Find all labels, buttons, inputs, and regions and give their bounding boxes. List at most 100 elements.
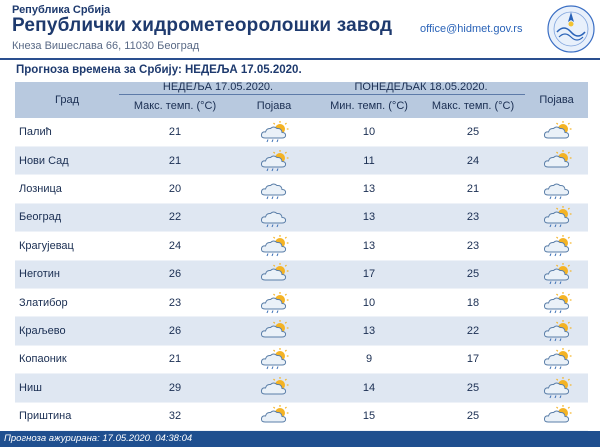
sun-cloud-rain-icon [543, 348, 572, 370]
forecast-caption: Прогноза времена за Србију: НЕДЕЉА 17.05… [16, 64, 302, 76]
day2-max-cell: 24 [421, 146, 526, 176]
day1-max-cell: 32 [119, 402, 231, 432]
day1-max-cell: 24 [119, 231, 231, 261]
day1-max-cell: 23 [119, 288, 231, 318]
page-header: Република Србија Републички хидрометеоро… [0, 0, 600, 58]
table-row: Лозница 20 13 21 [15, 174, 589, 204]
sun-cloud-rain-icon [543, 376, 572, 399]
day2-min-cell: 13 [317, 316, 422, 346]
sun-cloud-icon [260, 376, 289, 395]
email-link[interactable]: office@hidmet.gov.rs [420, 23, 523, 35]
sun-cloud-rain-icon [543, 206, 572, 228]
day2-min-cell: 17 [317, 260, 422, 289]
city-cell: Ниш [15, 373, 119, 403]
day2-max-cell: 25 [421, 402, 526, 432]
table-row: Краљево 26 13 22 [15, 316, 589, 346]
day1-phenomenon-cell [231, 402, 318, 432]
day1-phenomenon-cell [231, 174, 318, 204]
sun-cloud-rain-icon [543, 320, 572, 342]
day2-max-cell: 23 [421, 231, 526, 261]
city-cell: Краљево [15, 316, 119, 346]
table-row: Нови Сад 21 11 24 [15, 146, 589, 176]
day1-phenomenon-cell [231, 118, 318, 147]
sun-cloud-rain-icon [260, 120, 289, 143]
day2-phenomenon-cell [525, 373, 589, 403]
day2-phenomenon-cell [525, 345, 589, 375]
city-cell: Београд [15, 203, 119, 233]
day2-max-cell: 17 [421, 345, 526, 375]
city-cell: Нови Сад [15, 146, 119, 176]
day2-phenomenon-cell [525, 231, 589, 261]
table-row: Београд 22 13 23 [15, 203, 589, 233]
day1-max-cell: 21 [119, 345, 231, 375]
day2-max-cell: 23 [421, 203, 526, 233]
day2-max-cell: 18 [421, 288, 526, 318]
col-header-min-2: Мин. темп. (°C) [317, 94, 422, 118]
sun-cloud-rain-icon [543, 263, 572, 285]
day1-phenomenon-cell [231, 373, 318, 403]
day2-phenomenon-cell [525, 260, 589, 289]
day2-max-cell: 25 [421, 118, 526, 147]
sun-cloud-rain-icon [260, 149, 289, 171]
sun-cloud-icon [543, 149, 572, 168]
table-row: Палић 21 10 25 [15, 118, 589, 147]
col-header-max-1: Макс. темп. (°C) [119, 94, 231, 118]
sun-cloud-icon [543, 405, 572, 423]
day2-min-cell: 13 [317, 203, 422, 233]
sun-cloud-rain-icon [260, 234, 289, 257]
day2-min-cell: 15 [317, 402, 422, 432]
day1-phenomenon-cell [231, 288, 318, 318]
day2-max-cell: 25 [421, 260, 526, 289]
table-row: Копаоник 21 9 17 [15, 345, 589, 375]
day2-min-cell: 13 [317, 174, 422, 204]
day2-phenomenon-cell [525, 174, 589, 204]
footer-bar: Прогноза ажурирана: 17.05.2020. 04:38:04 [0, 431, 600, 447]
day2-max-cell: 21 [421, 174, 526, 204]
table-row: Ниш 29 14 25 [15, 373, 589, 403]
col-header-phenomenon-2: Појава [525, 82, 589, 118]
day1-phenomenon-cell [231, 316, 318, 346]
city-cell: Копаоник [15, 345, 119, 375]
updated-timestamp: Прогноза ажурирана: 17.05.2020. 04:38:04 [4, 433, 193, 444]
city-cell: Неготин [15, 260, 119, 289]
day1-phenomenon-cell [231, 231, 318, 261]
day2-max-cell: 25 [421, 373, 526, 403]
day1-phenomenon-cell [231, 146, 318, 176]
day2-max-cell: 22 [421, 316, 526, 346]
day2-min-cell: 10 [317, 288, 422, 318]
day2-min-cell: 13 [317, 231, 422, 261]
table-row: Крагујевац 24 13 23 [15, 231, 589, 261]
republic-label: Република Србија [12, 4, 111, 16]
header-separator [0, 58, 600, 60]
forecast-table: Град НЕДЕЉА 17.05.2020. ПОНЕДЕЉАК 18.05.… [15, 82, 589, 432]
day2-min-cell: 10 [317, 118, 422, 147]
sun-cloud-rain-icon [260, 291, 289, 313]
day1-max-cell: 29 [119, 373, 231, 403]
col-header-max-2: Макс. темп. (°C) [421, 94, 526, 118]
col-header-phenomenon-1: Појава [231, 94, 318, 118]
sun-cloud-rain-icon [543, 291, 572, 313]
day2-phenomenon-cell [525, 146, 589, 176]
rhmz-logo-icon [545, 2, 597, 56]
day1-header: НЕДЕЉА 17.05.2020. [119, 82, 318, 95]
day2-phenomenon-cell [525, 118, 589, 147]
city-cell: Приштина [15, 402, 119, 432]
day1-phenomenon-cell [231, 260, 318, 289]
table-row: Приштина 32 15 25 [15, 402, 589, 432]
sun-cloud-rain-icon [543, 234, 572, 257]
col-header-city: Град [15, 82, 119, 118]
sun-cloud-icon [260, 320, 289, 338]
cloud-rain-icon [543, 183, 569, 200]
sun-cloud-rain-icon [260, 348, 289, 370]
day2-phenomenon-cell [525, 203, 589, 233]
table-row: Неготин 26 17 25 [15, 260, 589, 289]
day1-max-cell: 26 [119, 260, 231, 289]
day1-max-cell: 21 [119, 146, 231, 176]
city-cell: Палић [15, 118, 119, 147]
day1-max-cell: 26 [119, 316, 231, 346]
day2-min-cell: 9 [317, 345, 422, 375]
day2-min-cell: 11 [317, 146, 422, 176]
day1-max-cell: 22 [119, 203, 231, 233]
sun-cloud-icon [543, 120, 572, 139]
sun-cloud-icon [260, 263, 289, 281]
